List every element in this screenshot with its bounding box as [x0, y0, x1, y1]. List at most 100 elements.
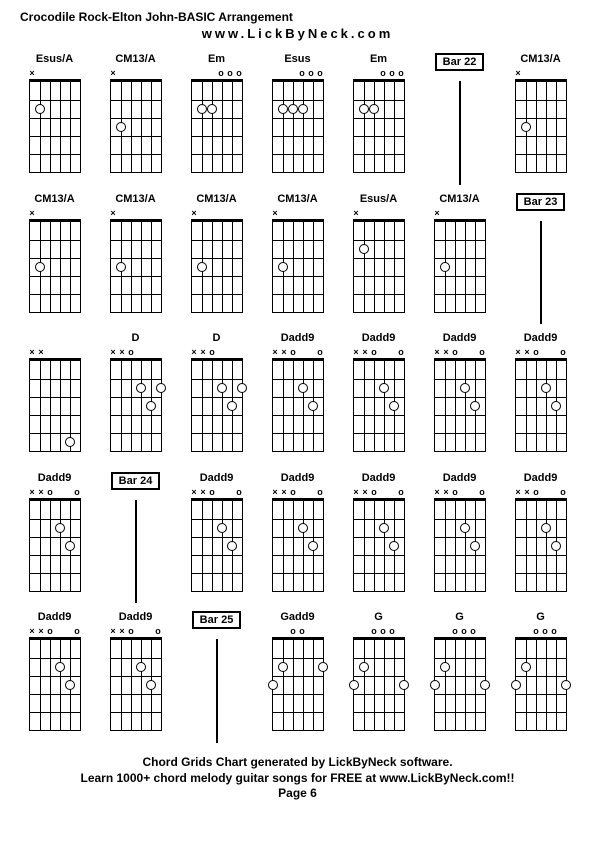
- fretboard: [272, 358, 324, 452]
- string-marker: [307, 347, 316, 357]
- finger-dot: [197, 262, 207, 272]
- string-marker: [559, 626, 568, 636]
- finger-dot: [521, 122, 531, 132]
- string-marker: [118, 208, 127, 218]
- chord-markers: ××oo: [190, 487, 244, 497]
- string-marker: [289, 68, 298, 78]
- finger-dot: [227, 541, 237, 551]
- chord-name: CM13/A: [115, 193, 155, 207]
- chord-markers: ××oo: [352, 487, 406, 497]
- fretboard: [353, 498, 405, 592]
- finger-dot: [116, 122, 126, 132]
- string-marker: [460, 487, 469, 497]
- chord-cell: Dadd9××oo: [261, 332, 334, 464]
- chord-diagram: ××: [26, 347, 84, 455]
- string-marker: ×: [190, 487, 199, 497]
- string-marker: o: [388, 68, 397, 78]
- chord-cell: Esus/A×: [342, 193, 415, 325]
- fretboard: [515, 498, 567, 592]
- chord-cell: CM13/A×: [99, 53, 172, 185]
- string-marker: [145, 68, 154, 78]
- chord-diagram: ××oo: [350, 347, 408, 455]
- chord-cell: Esusooo: [261, 53, 334, 185]
- string-marker: ×: [199, 347, 208, 357]
- string-marker: o: [298, 626, 307, 636]
- string-marker: [217, 487, 226, 497]
- chord-name: Dadd9: [524, 332, 558, 346]
- chord-diagram: ××oo: [512, 347, 570, 455]
- string-marker: ×: [280, 347, 289, 357]
- string-marker: [199, 208, 208, 218]
- string-marker: [199, 68, 208, 78]
- string-marker: [64, 208, 73, 218]
- string-marker: [55, 487, 64, 497]
- finger-dot: [288, 104, 298, 114]
- chord-cell: D××o: [180, 332, 253, 464]
- string-marker: [442, 208, 451, 218]
- chord-markers: ××oo: [271, 487, 325, 497]
- string-marker: [478, 626, 487, 636]
- bar-line: [135, 500, 137, 604]
- chord-markers: ooo: [514, 626, 568, 636]
- string-marker: o: [478, 347, 487, 357]
- string-marker: ×: [190, 347, 199, 357]
- string-marker: [532, 68, 541, 78]
- chord-markers: ××oo: [514, 487, 568, 497]
- chord-name: Esus/A: [360, 193, 397, 207]
- finger-dot: [440, 262, 450, 272]
- footer-page: Page 6: [20, 786, 575, 802]
- string-marker: o: [397, 68, 406, 78]
- string-marker: [190, 68, 199, 78]
- chord-markers: ×: [271, 208, 325, 218]
- chord-markers: ××oo: [352, 347, 406, 357]
- bar-marker-cell: Bar 22: [423, 53, 496, 185]
- string-marker: o: [478, 487, 487, 497]
- fretboard: [110, 637, 162, 731]
- fretboard: [29, 219, 81, 313]
- chord-cell: Gooo: [423, 611, 496, 743]
- string-marker: o: [316, 487, 325, 497]
- chord-name: Esus: [284, 53, 310, 67]
- chord-diagram: oo: [269, 626, 327, 734]
- string-marker: [550, 68, 559, 78]
- chord-cell: Esus/A×: [18, 53, 91, 185]
- string-marker: o: [73, 487, 82, 497]
- string-marker: [127, 208, 136, 218]
- string-marker: o: [451, 626, 460, 636]
- fretboard: [515, 358, 567, 452]
- finger-dot: [116, 262, 126, 272]
- string-marker: [280, 68, 289, 78]
- chord-cell: Dadd9××oo: [18, 472, 91, 604]
- string-marker: ×: [514, 487, 523, 497]
- chord-diagram: ××oo: [26, 626, 84, 734]
- chord-diagram: ××oo: [431, 487, 489, 595]
- string-marker: [55, 626, 64, 636]
- chord-markers: ×: [28, 208, 82, 218]
- string-marker: ×: [37, 487, 46, 497]
- chord-name: Dadd9: [524, 472, 558, 486]
- string-marker: [118, 68, 127, 78]
- string-marker: [352, 626, 361, 636]
- string-marker: ×: [361, 487, 370, 497]
- string-marker: ×: [271, 487, 280, 497]
- chord-markers: ××oo: [109, 626, 163, 636]
- string-marker: [379, 487, 388, 497]
- chord-name: G: [374, 611, 383, 625]
- string-marker: [541, 347, 550, 357]
- bar-label: Bar 25: [192, 611, 242, 629]
- string-marker: ×: [109, 347, 118, 357]
- finger-dot: [298, 104, 308, 114]
- fretboard: [272, 79, 324, 173]
- finger-dot: [308, 401, 318, 411]
- chord-diagram: ××oo: [512, 487, 570, 595]
- chord-markers: ×: [109, 68, 163, 78]
- chord-diagram: ×: [188, 208, 246, 316]
- chord-diagram: ooo: [350, 68, 408, 176]
- finger-dot: [237, 383, 247, 393]
- finger-dot: [369, 104, 379, 114]
- string-marker: [388, 347, 397, 357]
- string-marker: ×: [442, 347, 451, 357]
- string-marker: [136, 347, 145, 357]
- bar-marker-cell: Bar 23: [504, 193, 577, 325]
- string-marker: [361, 626, 370, 636]
